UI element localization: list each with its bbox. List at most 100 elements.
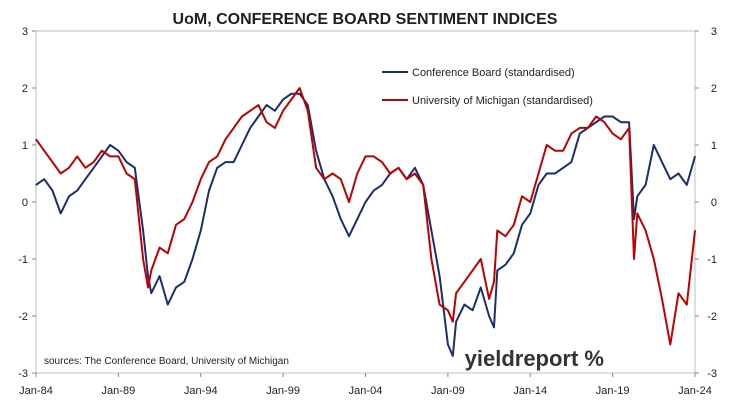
data-point-university-of-michigan — [233, 127, 235, 129]
data-point-conference-board — [257, 115, 259, 118]
data-point-university-of-michigan — [299, 87, 301, 89]
legend-label-conference-board: Conference Board (standardised) — [412, 67, 575, 79]
data-point-university-of-michigan — [645, 229, 647, 232]
data-point-university-of-michigan — [562, 150, 564, 152]
data-point-university-of-michigan — [397, 167, 400, 169]
data-point-university-of-michigan — [620, 138, 622, 140]
data-point-university-of-michigan — [493, 281, 495, 283]
data-point-conference-board — [447, 343, 449, 346]
data-point-university-of-michigan — [134, 178, 136, 180]
data-point-conference-board — [452, 355, 454, 357]
data-point-conference-board — [669, 178, 671, 180]
data-point-conference-board — [315, 150, 317, 152]
data-point-conference-board — [348, 235, 350, 237]
data-point-conference-board — [620, 121, 622, 123]
data-point-conference-board — [430, 229, 432, 232]
data-point-university-of-michigan — [93, 161, 95, 163]
x-tick-label: Jan-84 — [19, 385, 53, 397]
data-point-conference-board — [381, 184, 383, 186]
data-point-university-of-michigan — [677, 292, 680, 294]
data-point-conference-board — [628, 121, 630, 123]
data-point-conference-board — [332, 195, 334, 197]
data-point-conference-board — [290, 93, 292, 95]
data-point-university-of-michigan — [274, 127, 276, 129]
data-point-conference-board — [101, 155, 103, 157]
data-point-university-of-michigan — [43, 150, 45, 152]
data-point-conference-board — [307, 104, 309, 106]
data-point-university-of-michigan — [537, 172, 540, 175]
data-point-conference-board — [554, 172, 556, 175]
data-point-university-of-michigan — [51, 161, 54, 163]
x-tick-label: Jan-99 — [266, 385, 300, 397]
data-point-conference-board — [126, 161, 128, 163]
data-point-university-of-michigan — [452, 321, 454, 323]
data-point-university-of-michigan — [447, 309, 449, 311]
data-point-conference-board — [249, 127, 251, 129]
x-tick-label: Jan-24 — [678, 385, 712, 397]
data-point-conference-board — [150, 292, 152, 294]
data-point-conference-board — [562, 167, 564, 169]
data-point-university-of-michigan — [84, 167, 86, 169]
data-point-university-of-michigan — [587, 127, 589, 129]
data-point-conference-board — [521, 224, 523, 226]
data-point-university-of-michigan — [340, 178, 342, 180]
data-point-conference-board — [493, 326, 495, 328]
data-point-university-of-michigan — [257, 104, 259, 106]
data-point-conference-board — [43, 178, 45, 180]
x-tick-label: Jan-94 — [184, 385, 218, 397]
data-point-university-of-michigan — [406, 178, 408, 180]
y-tick-label-left: 3 — [22, 26, 28, 38]
data-point-conference-board — [513, 252, 515, 254]
data-point-university-of-michigan — [455, 292, 457, 294]
data-point-university-of-michigan — [364, 155, 367, 157]
data-point-university-of-michigan — [142, 258, 144, 260]
data-point-conference-board — [356, 218, 358, 220]
data-point-university-of-michigan — [147, 286, 149, 289]
data-point-university-of-michigan — [200, 178, 202, 180]
data-point-university-of-michigan — [603, 121, 606, 123]
data-point-university-of-michigan — [496, 229, 498, 232]
data-point-conference-board — [84, 178, 86, 180]
data-point-university-of-michigan — [150, 269, 152, 271]
data-point-conference-board — [60, 212, 62, 214]
data-point-university-of-michigan — [208, 161, 210, 163]
data-point-conference-board — [233, 161, 235, 163]
data-point-conference-board — [661, 161, 663, 163]
chart-title: UoM, CONFERENCE BOARD SENTIMENT INDICES — [173, 11, 558, 28]
data-point-university-of-michigan — [430, 258, 432, 260]
data-point-conference-board — [241, 144, 243, 146]
x-tick-label: Jan-19 — [596, 385, 630, 397]
data-point-conference-board — [546, 172, 548, 175]
data-point-conference-board — [579, 133, 581, 135]
data-point-conference-board — [472, 309, 474, 311]
data-point-university-of-michigan — [126, 172, 128, 175]
data-point-university-of-michigan — [661, 298, 663, 300]
data-point-conference-board — [183, 281, 185, 283]
data-point-university-of-michigan — [216, 155, 218, 157]
data-point-conference-board — [537, 184, 540, 186]
data-point-university-of-michigan — [191, 201, 194, 203]
data-point-university-of-michigan — [356, 172, 358, 175]
data-point-conference-board — [76, 190, 78, 192]
data-point-university-of-michigan — [546, 144, 548, 146]
data-point-conference-board — [603, 115, 606, 118]
data-point-conference-board — [677, 172, 680, 175]
x-tick-label: Jan-89 — [102, 385, 136, 397]
data-point-conference-board — [480, 286, 482, 289]
data-point-university-of-michigan — [463, 281, 465, 283]
data-point-conference-board — [208, 190, 210, 192]
data-point-university-of-michigan — [686, 304, 688, 306]
data-point-conference-board — [224, 161, 227, 163]
data-point-conference-board — [488, 315, 490, 317]
data-point-university-of-michigan — [159, 247, 161, 249]
x-tick-label: Jan-04 — [349, 385, 383, 397]
data-point-university-of-michigan — [60, 172, 62, 175]
data-point-conference-board — [134, 167, 136, 169]
data-point-conference-board — [364, 201, 367, 203]
data-point-conference-board — [191, 258, 194, 260]
data-point-conference-board — [686, 184, 688, 186]
data-point-university-of-michigan — [117, 155, 119, 157]
data-point-university-of-michigan — [290, 98, 292, 100]
data-point-conference-board — [51, 190, 54, 192]
